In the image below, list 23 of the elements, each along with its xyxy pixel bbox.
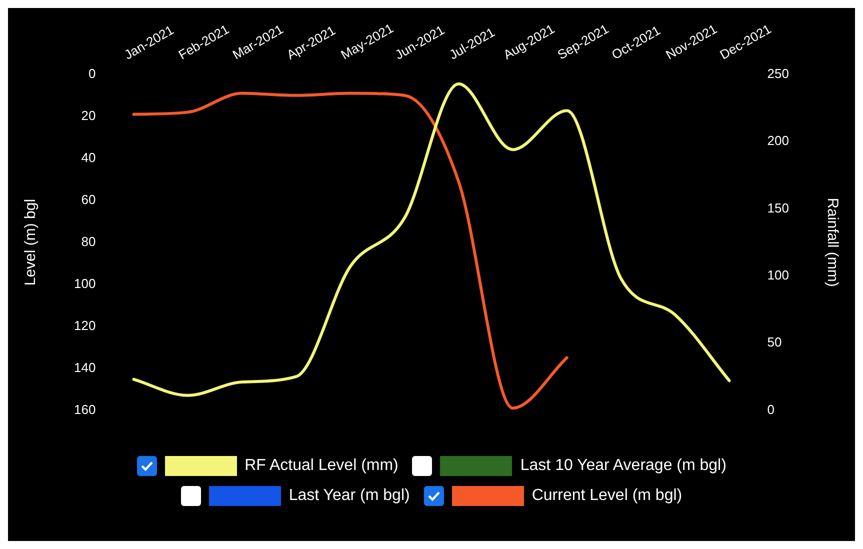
line-series xyxy=(132,92,568,410)
y2-tick-label: 0 xyxy=(767,402,775,417)
y-tick-label: 100 xyxy=(74,276,96,291)
y-tick-label: 80 xyxy=(81,234,96,249)
y-tick-label: 140 xyxy=(74,360,96,375)
y2-axis-title: Rainfall (mm) xyxy=(824,198,841,287)
line-series xyxy=(132,82,731,397)
y-tick-label: 160 xyxy=(74,402,96,417)
y-tick-label: 0 xyxy=(88,66,96,81)
y2-tick-label: 100 xyxy=(767,267,790,282)
legend-label: Current Level (m bgl) xyxy=(532,487,682,505)
y2-tick-label: 200 xyxy=(767,133,790,148)
y-tick-label: 40 xyxy=(81,150,96,165)
y2-tick-label: 150 xyxy=(767,200,790,216)
y-tick-label: 120 xyxy=(74,318,96,333)
legend-label: Last Year (m bgl) xyxy=(288,487,410,505)
y-tick-label: 60 xyxy=(81,192,96,207)
y2-tick-label: 250 xyxy=(767,66,790,81)
y-axis-title: Level (m) bgl xyxy=(22,198,40,286)
legend-label: Last 10 Year Average (m bgl) xyxy=(520,457,726,475)
y-tick-label: 20 xyxy=(81,108,96,123)
legend-label: RF Actual Level (mm) xyxy=(244,457,398,475)
y2-tick-label: 50 xyxy=(767,334,782,350)
